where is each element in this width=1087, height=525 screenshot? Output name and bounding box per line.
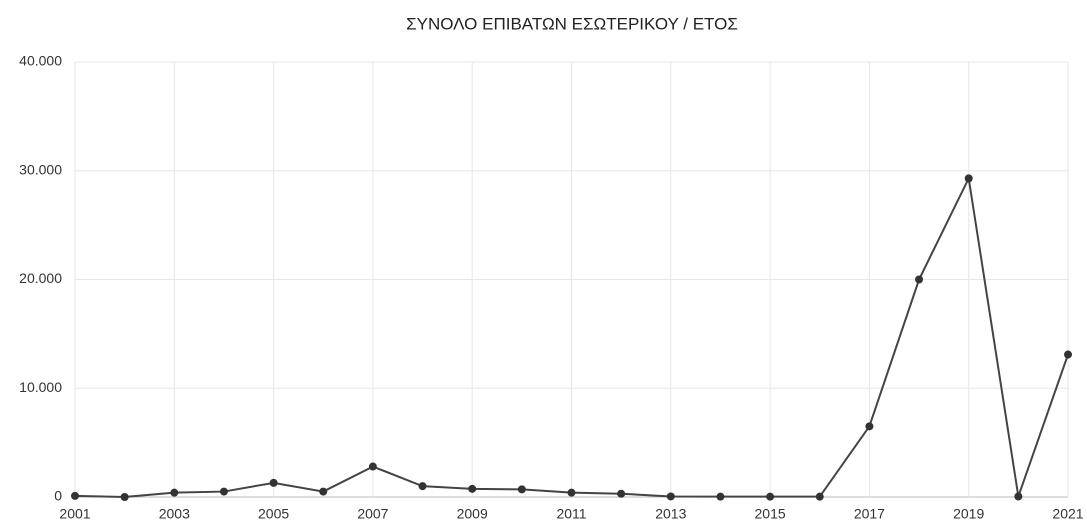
y-tick-label: 30.000 (19, 161, 62, 177)
x-tick-label: 2013 (655, 506, 686, 522)
data-point (1014, 492, 1023, 501)
x-tick-label: 2011 (556, 506, 586, 522)
data-point (766, 492, 775, 501)
data-point (418, 482, 427, 491)
x-tick-label: 2015 (755, 506, 786, 522)
y-tick-label: 10.000 (19, 379, 62, 395)
x-tick-label: 2021 (1052, 506, 1083, 522)
data-point (964, 174, 973, 183)
data-point (468, 484, 477, 493)
data-point (517, 485, 526, 494)
data-point (269, 478, 278, 487)
data-point (120, 493, 129, 501)
y-tick-label: 20.000 (19, 270, 62, 286)
data-point (1064, 350, 1072, 359)
y-tick-label: 40.000 (19, 53, 62, 69)
data-point (71, 491, 79, 500)
data-point (666, 492, 675, 501)
data-point (617, 489, 626, 498)
x-tick-label: 2001 (59, 506, 90, 522)
data-point (319, 487, 328, 496)
data-point (368, 462, 377, 471)
x-tick-label: 2003 (159, 506, 190, 522)
x-tick-label: 2007 (357, 506, 388, 522)
data-point (915, 275, 924, 284)
data-point (170, 488, 179, 497)
data-point (219, 487, 228, 496)
y-tick-label: 0 (54, 488, 62, 504)
chart-title: ΣΥΝΟΛΟ ΕΠΙΒΑΤΩΝ ΕΣΩΤΕΡΙΚΟΥ / ΕΤΟΣ (406, 14, 738, 33)
data-point (567, 488, 576, 497)
x-tick-label: 2017 (854, 506, 885, 522)
data-point (865, 422, 874, 431)
data-point (716, 492, 725, 501)
data-point (815, 492, 824, 501)
x-tick-label: 2019 (953, 506, 984, 522)
x-tick-label: 2009 (457, 506, 488, 522)
x-tick-label: 2005 (258, 506, 289, 522)
